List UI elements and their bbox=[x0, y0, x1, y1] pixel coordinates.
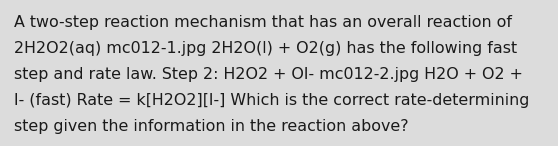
Text: 2H2O2(aq) mc012-1.jpg 2H2O(l) + O2(g) has the following fast: 2H2O2(aq) mc012-1.jpg 2H2O(l) + O2(g) ha… bbox=[14, 41, 517, 56]
Text: A two-step reaction mechanism that has an overall reaction of: A two-step reaction mechanism that has a… bbox=[14, 15, 512, 30]
Text: step given the information in the reaction above?: step given the information in the reacti… bbox=[14, 119, 408, 134]
Text: step and rate law. Step 2: H2O2 + OI- mc012-2.jpg H2O + O2 +: step and rate law. Step 2: H2O2 + OI- mc… bbox=[14, 67, 523, 82]
Text: I- (fast) Rate = k[H2O2][I-] Which is the correct rate-determining: I- (fast) Rate = k[H2O2][I-] Which is th… bbox=[14, 93, 530, 108]
